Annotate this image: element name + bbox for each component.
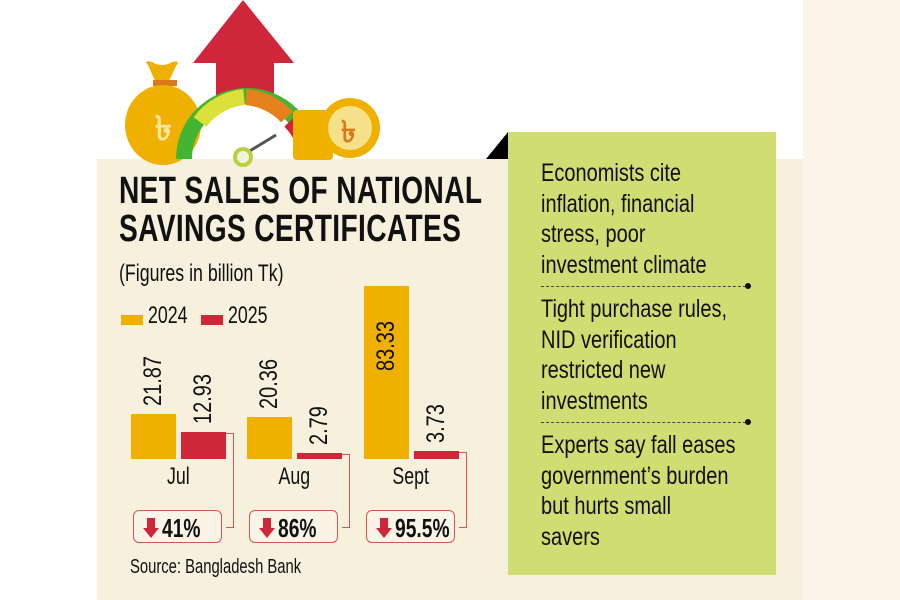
up-arrow-icon bbox=[193, 0, 294, 98]
key-point-line: investment climate bbox=[541, 250, 707, 279]
box-fold bbox=[486, 132, 508, 159]
bar-2024-Sept bbox=[364, 286, 409, 459]
down-arrow-icon bbox=[376, 518, 392, 538]
dashed-divider bbox=[541, 283, 751, 289]
legend-swatch-2025 bbox=[201, 315, 223, 325]
connector-line bbox=[226, 433, 234, 528]
value-label: 3.73 bbox=[422, 404, 450, 444]
change-badge: 41% bbox=[133, 510, 222, 543]
key-point-line: government’s burden bbox=[541, 461, 729, 490]
svg-text:৳: ৳ bbox=[341, 116, 356, 149]
value-label: 20.36 bbox=[255, 358, 283, 409]
source-note: Source: Bangladesh Bank bbox=[130, 556, 302, 578]
bar-2024-Jul bbox=[131, 413, 176, 459]
value-label: 83.33 bbox=[372, 320, 400, 371]
value-label: 2.79 bbox=[305, 406, 333, 445]
chart-title: NET SALES OF NATIONAL SAVINGS CERTIFICAT… bbox=[119, 172, 610, 248]
key-point-line: inflation, financial bbox=[541, 189, 695, 218]
month-label: Sept bbox=[392, 463, 430, 490]
down-arrow-icon bbox=[143, 518, 159, 538]
connector-line bbox=[459, 452, 467, 528]
title-line: SAVINGS CERTIFICATES bbox=[119, 208, 462, 250]
key-point-line: investments bbox=[541, 386, 648, 415]
bar-2024-Aug bbox=[247, 416, 292, 459]
key-point-line: savers bbox=[541, 522, 600, 551]
change-value: 95.5% bbox=[395, 513, 450, 543]
connector-line bbox=[342, 454, 350, 528]
change-value: 41% bbox=[162, 513, 201, 543]
right-background bbox=[803, 0, 900, 600]
dashed-divider bbox=[541, 419, 751, 425]
divider-dot bbox=[745, 419, 751, 425]
subtitle: (Figures in billion Tk) bbox=[119, 260, 284, 287]
bar-2025-Jul bbox=[181, 432, 226, 459]
value-label: 21.87 bbox=[139, 355, 167, 406]
value-label: 12.93 bbox=[189, 374, 217, 425]
divider-dot bbox=[745, 283, 751, 289]
bar-2025-Sept bbox=[414, 451, 459, 459]
down-arrow-icon bbox=[259, 518, 275, 538]
key-point-line: Experts say fall eases bbox=[541, 431, 736, 459]
key-points-box bbox=[508, 132, 776, 575]
key-point-line: NID verification bbox=[541, 325, 677, 354]
key-point-line: restricted new bbox=[541, 356, 666, 384]
key-point-line: Tight purchase rules, bbox=[541, 295, 728, 323]
coin-stack-icon: ৳ bbox=[293, 98, 380, 160]
title-line: NET SALES OF NATIONAL bbox=[119, 170, 483, 212]
key-point-line: but hurts small bbox=[541, 492, 672, 520]
svg-text:৳: ৳ bbox=[155, 110, 172, 148]
bar-2025-Aug bbox=[297, 453, 342, 459]
key-point-line: Economists cite bbox=[541, 159, 682, 187]
key-point-line: stress, poor bbox=[541, 220, 646, 248]
legend-label-2024: 2024 bbox=[148, 302, 188, 329]
change-badge: 95.5% bbox=[366, 510, 455, 543]
month-label: Aug bbox=[278, 463, 310, 490]
legend-swatch-2024 bbox=[121, 315, 143, 325]
legend-label-2025: 2025 bbox=[228, 302, 268, 329]
illustration: ৳ ৳ bbox=[125, 0, 380, 167]
change-badge: 86% bbox=[249, 510, 338, 543]
change-value: 86% bbox=[278, 513, 317, 543]
month-label: Jul bbox=[166, 463, 190, 490]
